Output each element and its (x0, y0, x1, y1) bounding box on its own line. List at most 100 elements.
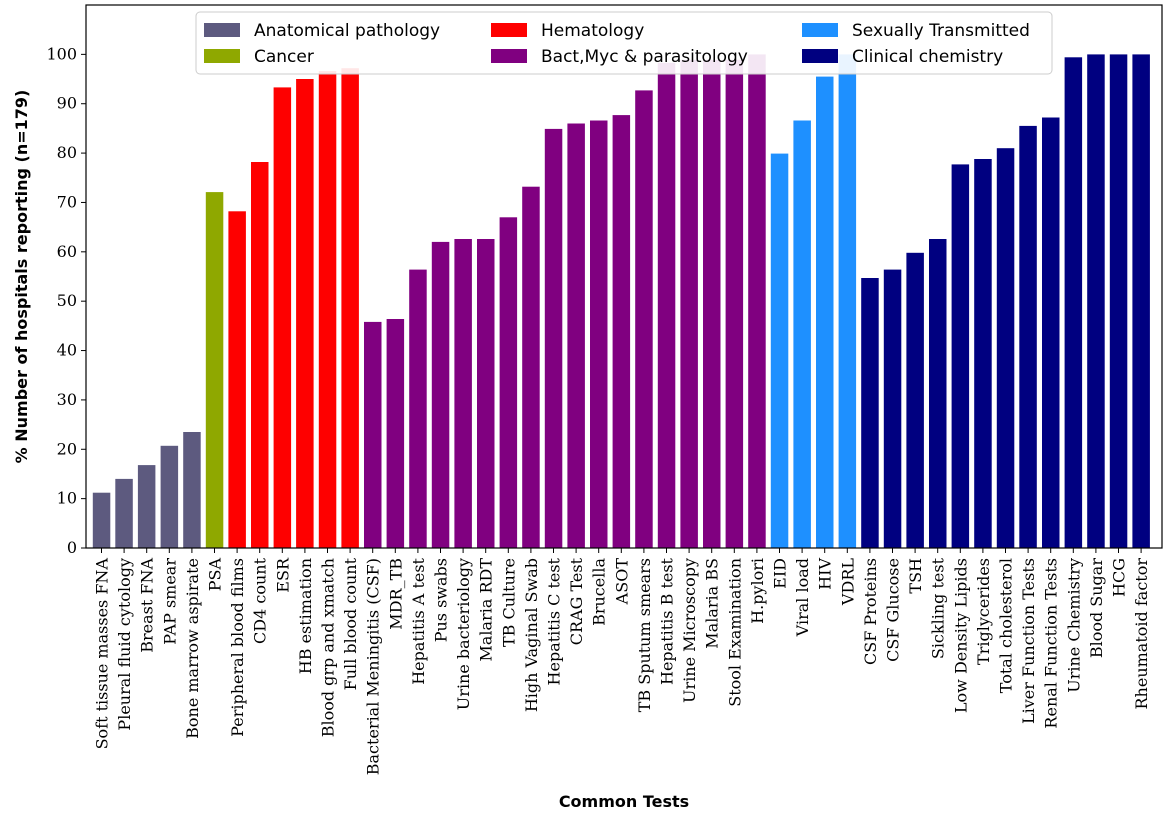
bar-hiv (816, 76, 834, 548)
x-tick-label: Pleural fluid cytology (115, 558, 134, 731)
bar-brucella (590, 120, 608, 548)
x-tick-label: ASOT (612, 558, 631, 606)
y-tick-label: 90 (57, 94, 77, 113)
x-axis-ticks: Soft tissue masses FNA Pleural fluid cyto… (93, 548, 1151, 775)
bars-layer (92, 54, 1150, 549)
bar-low-density-lipids (951, 164, 970, 548)
bar-total-cholesterol (996, 148, 1015, 548)
bar-peripheral-blood-films (228, 211, 246, 549)
legend-label: Hematology (541, 21, 644, 41)
x-tick-label: Full blood count (341, 557, 360, 690)
bar-hcg (1109, 54, 1128, 549)
plot-frame (85, 4, 1163, 549)
bar-high-vaginal-swab (522, 186, 540, 548)
x-tick-label: TB Culture (499, 558, 518, 647)
bar-tb-culture (499, 217, 518, 549)
x-tick-label: Bacterial Meningitis (CSF) (364, 558, 383, 775)
y-tick-label: 10 (57, 489, 77, 508)
legend-label: Sexually Transmitted (852, 21, 1030, 41)
bar-asot (612, 115, 631, 548)
legend-swatch (802, 49, 838, 63)
x-tick-label: Total cholesterol (997, 558, 1016, 693)
bar-eid (770, 153, 789, 548)
y-tick-label: 70 (57, 192, 77, 211)
x-tick-label: Brucella (590, 558, 609, 626)
x-tick-label: ESR (273, 557, 292, 593)
x-tick-label: Urine Microscopy (680, 558, 699, 703)
bar-renal-function-tests (1042, 117, 1060, 548)
x-tick-label: TB Sputum smears (635, 558, 654, 712)
x-tick-label: Malaria BS (703, 558, 722, 649)
x-tick-label: CSF Proteins (861, 558, 880, 665)
x-tick-label: HIV (816, 558, 835, 590)
bar-pus-swabs (431, 241, 450, 548)
bar-sickling-test (929, 239, 947, 548)
bar-hepatitis-a-test (409, 269, 427, 548)
bar-esr (273, 87, 292, 549)
bar-h-pylori (748, 54, 766, 549)
y-tick-label: 80 (57, 143, 77, 162)
x-tick-label: Urine bacteriology (454, 558, 473, 710)
x-tick-label: Hepatitis B test (658, 557, 677, 685)
bar-liver-function-tests (1019, 125, 1037, 549)
x-tick-label: Stool Examination (725, 558, 744, 707)
bar-psa (205, 192, 224, 548)
x-tick-label: Renal Function Tests (1042, 558, 1061, 729)
bar-urine-microscopy (680, 59, 698, 549)
x-tick-label: Low Density Lipids (951, 558, 970, 713)
bar-csf-glucose (883, 269, 902, 548)
bar-tb-sputum-smears (635, 90, 653, 549)
x-tick-label: Liver Function Tests (1019, 558, 1038, 724)
x-tick-label: Rheumatoid factor (1132, 558, 1151, 710)
x-tick-label: PAP smear (160, 558, 179, 645)
bar-triglycerides (974, 159, 992, 548)
x-tick-label: Malaria RDT (477, 558, 496, 662)
legend-swatch (491, 23, 527, 37)
y-tick-label: 30 (57, 390, 77, 409)
x-tick-label: MDR_TB (386, 558, 405, 630)
x-tick-label: CD4 count (251, 557, 270, 644)
x-tick-label: Pus swabs (432, 558, 451, 642)
bar-malaria-rdt (477, 239, 495, 548)
bar-crag-test (567, 123, 585, 548)
x-tick-label: Breast FNA (138, 558, 157, 653)
bar-full-blood-count (341, 68, 359, 548)
legend-swatch (204, 49, 240, 63)
legend-swatch (802, 23, 838, 37)
x-tick-label: PSA (206, 558, 225, 592)
legend-label: Cancer (254, 47, 314, 67)
x-tick-label: Sickling test (929, 557, 948, 659)
bar-hepatitis-b-test (657, 62, 676, 549)
bar-viral-load (793, 120, 811, 548)
bar-breast-fna (137, 465, 156, 548)
bar-csf-proteins (861, 278, 879, 548)
x-tick-label: Urine Chemistry (1064, 558, 1083, 693)
bar-pleural-fluid-cytology (115, 478, 133, 548)
x-tick-label: Peripheral blood films (228, 558, 247, 737)
bar-hb-estimation (296, 79, 314, 548)
x-tick-label: TSH (906, 558, 925, 594)
bar-malaria-bs (703, 59, 721, 549)
x-tick-label: Hepatitis A test (409, 557, 428, 684)
bar-rheumatoid-factor (1132, 54, 1150, 549)
bar-blood-sugar (1087, 54, 1105, 549)
legend-swatch (491, 49, 527, 63)
y-axis-title: % Number of hospitals reporting (n=179) (12, 90, 31, 464)
bar-tsh (906, 252, 924, 549)
bar-blood-grp-and-xmatch (318, 71, 337, 548)
x-tick-label: Soft tissue masses FNA (93, 558, 112, 750)
y-tick-label: 20 (57, 439, 77, 458)
x-tick-label: Blood grp and xmatch (319, 558, 338, 737)
y-tick-label: 0 (67, 538, 77, 557)
x-tick-label: CSF Glucose (884, 558, 903, 662)
legend: Anatomical pathology Cancer Hematology Bact… (195, 11, 1053, 75)
bar-bacterial-meningitis-csf (364, 321, 382, 548)
bar-urine-bacteriology (454, 239, 472, 548)
bar-urine-chemistry (1064, 57, 1083, 549)
y-tick-label: 60 (57, 242, 77, 261)
x-tick-label: VDRL (838, 558, 857, 606)
bar-bone-marrow-aspirate (183, 432, 201, 548)
x-tick-label: Blood Sugar (1087, 558, 1106, 659)
